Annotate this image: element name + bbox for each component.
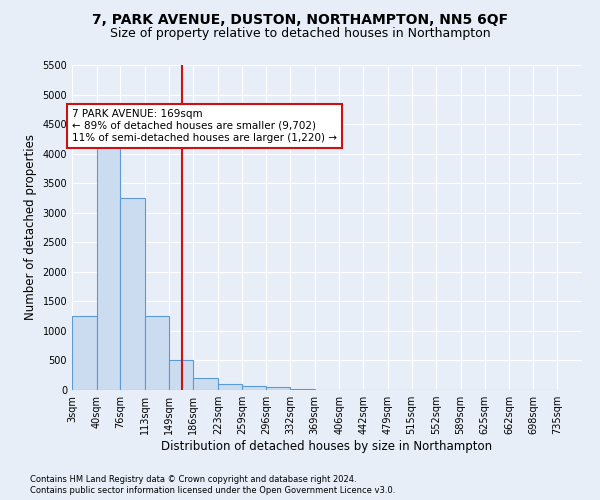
- Bar: [266, 387, 290, 390]
- Text: 7, PARK AVENUE, DUSTON, NORTHAMPTON, NN5 6QF: 7, PARK AVENUE, DUSTON, NORTHAMPTON, NN5…: [92, 12, 508, 26]
- Text: Size of property relative to detached houses in Northampton: Size of property relative to detached ho…: [110, 28, 490, 40]
- X-axis label: Distribution of detached houses by size in Northampton: Distribution of detached houses by size …: [161, 440, 493, 453]
- Bar: [290, 389, 315, 390]
- Bar: [72, 316, 97, 390]
- Bar: [169, 360, 193, 390]
- Bar: [145, 316, 169, 390]
- Text: Contains HM Land Registry data © Crown copyright and database right 2024.: Contains HM Land Registry data © Crown c…: [30, 475, 356, 484]
- Bar: [218, 384, 242, 390]
- Y-axis label: Number of detached properties: Number of detached properties: [24, 134, 37, 320]
- Bar: [242, 386, 266, 390]
- Text: Contains public sector information licensed under the Open Government Licence v3: Contains public sector information licen…: [30, 486, 395, 495]
- Bar: [97, 136, 121, 390]
- Bar: [121, 198, 145, 390]
- Text: 7 PARK AVENUE: 169sqm
← 89% of detached houses are smaller (9,702)
11% of semi-d: 7 PARK AVENUE: 169sqm ← 89% of detached …: [72, 110, 337, 142]
- Bar: [193, 378, 218, 390]
